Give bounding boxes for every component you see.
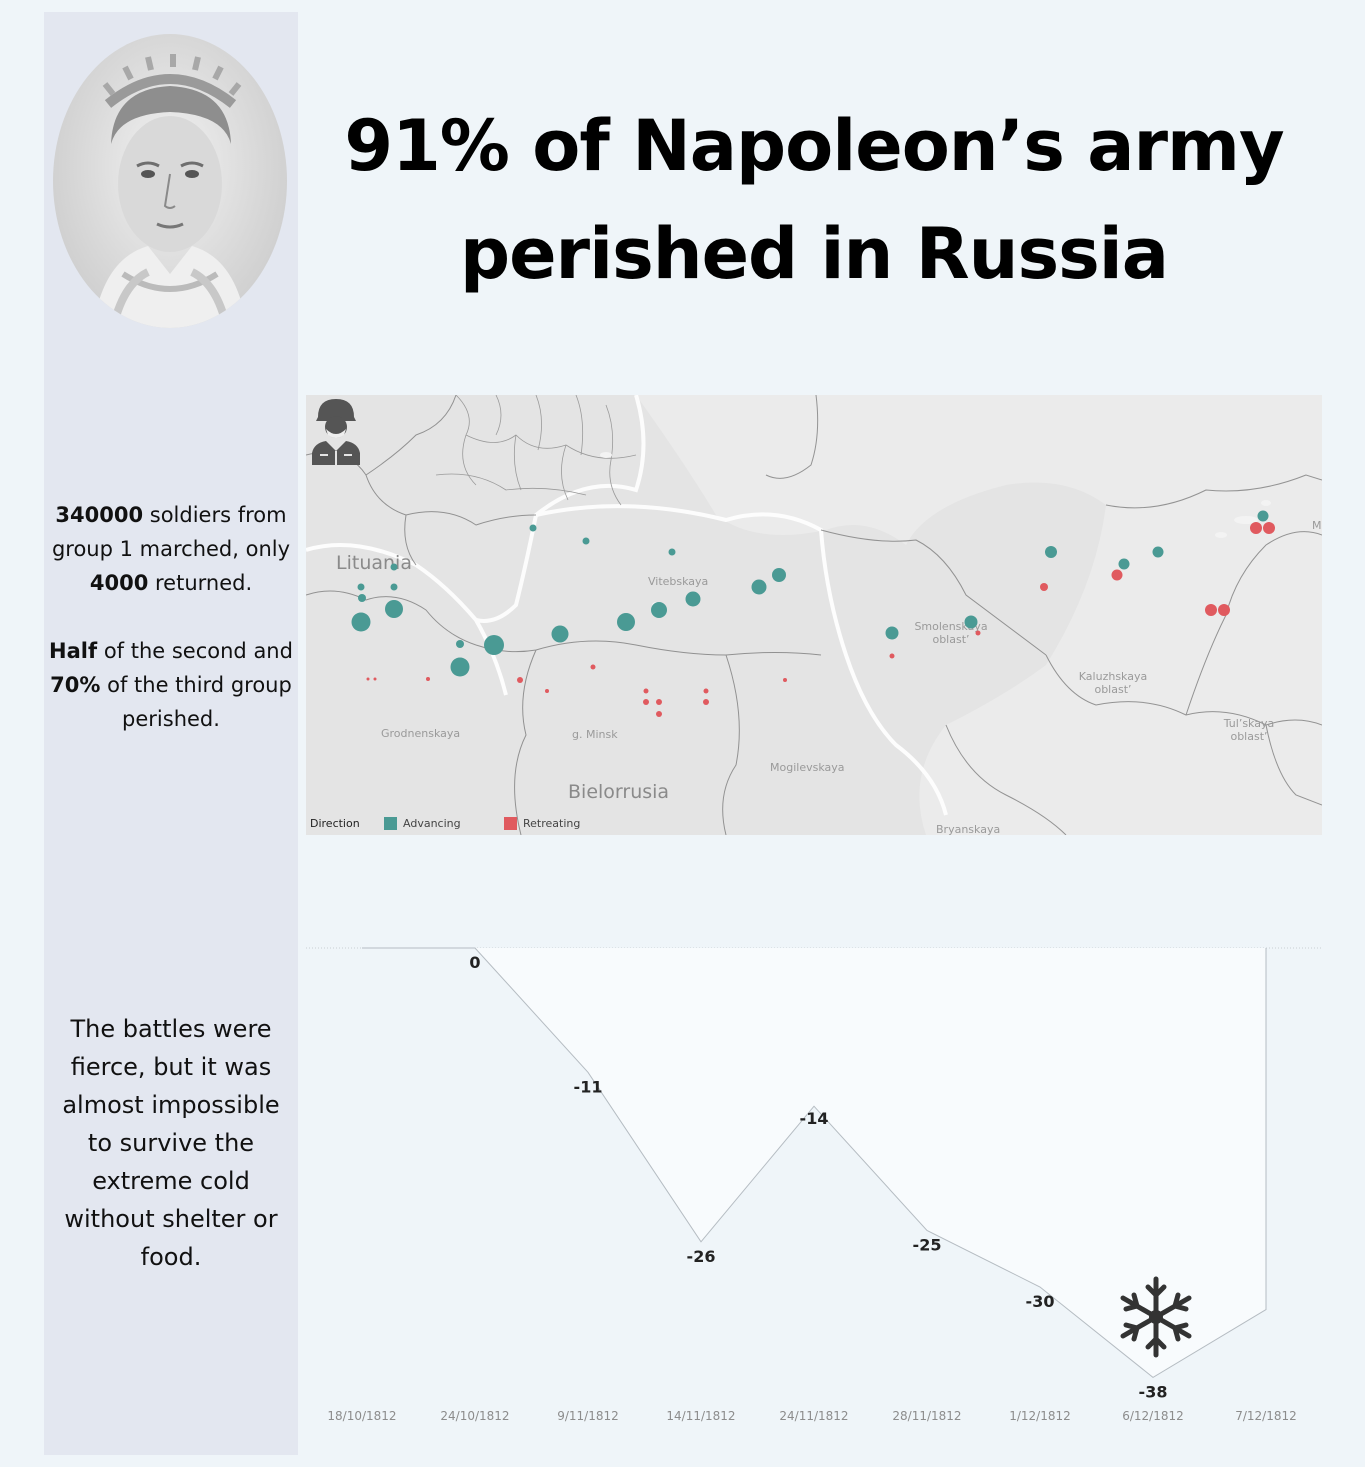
- value-label-4: -14: [800, 1109, 829, 1128]
- region-label-tulskaya: Tul’skaya oblast’: [1223, 717, 1275, 743]
- legend-swatch-advancing: [384, 817, 397, 830]
- stats-text: 340000 soldiers from group 1 marched, on…: [49, 503, 293, 731]
- retreating-point-33[interactable]: [656, 711, 662, 717]
- sidebar: 340000 soldiers from group 1 marched, on…: [44, 12, 298, 1455]
- retreating-point-31[interactable]: [643, 699, 649, 705]
- map-legend: Direction Advancing Retreating: [306, 811, 1322, 835]
- retreating-point-38[interactable]: [975, 630, 981, 636]
- soldier-icon: [312, 399, 360, 465]
- region-label-moscow-cut: M: [1312, 519, 1322, 532]
- value-label-1: 0: [469, 953, 480, 972]
- temperature-value-labels: 0 -11 -26 -14 -25 -30 -38: [469, 953, 1167, 1401]
- date-tick-4: 24/11/1812: [779, 1409, 848, 1423]
- advancing-point-20[interactable]: [1045, 546, 1057, 558]
- advancing-point-18[interactable]: [885, 626, 899, 640]
- advancing-point-6[interactable]: [358, 594, 366, 602]
- date-tick-3: 14/11/1812: [666, 1409, 735, 1423]
- value-label-7: -38: [1139, 1382, 1168, 1401]
- legend-title: Direction: [310, 817, 360, 830]
- advancing-point-23[interactable]: [1257, 510, 1269, 522]
- country-label-bielorrusia: Bielorrusia: [568, 781, 670, 803]
- retreating-point-40[interactable]: [1111, 569, 1123, 581]
- advancing-point-13[interactable]: [617, 613, 635, 631]
- advancing-point-7[interactable]: [385, 600, 403, 618]
- retreating-point-25[interactable]: [373, 677, 377, 681]
- region-label-grodnenskaya: Grodnenskaya: [381, 727, 461, 740]
- region-label-bryanskaya: Bryanskaya: [936, 823, 1001, 835]
- retreating-point-37[interactable]: [889, 653, 895, 659]
- date-tick-2: 9/11/1812: [557, 1409, 619, 1423]
- legend-item-advancing[interactable]: Advancing: [384, 817, 461, 830]
- advancing-point-15[interactable]: [685, 591, 701, 607]
- temperature-chart: 0 -11 -26 -14 -25 -30 -38 18/10/1812 24/10/1812…: [306, 947, 1322, 1423]
- retreating-point-39[interactable]: [1040, 583, 1048, 591]
- retreating-point-42[interactable]: [1218, 604, 1230, 616]
- snowflake-icon: [1120, 1276, 1192, 1358]
- region-label-vitebskaya: Vitebskaya: [648, 575, 709, 588]
- retreating-point-35[interactable]: [703, 699, 709, 705]
- advancing-point-17[interactable]: [772, 568, 786, 582]
- advancing-point-3[interactable]: [390, 563, 398, 571]
- napoleon-portrait: [53, 34, 287, 328]
- battles-text: The battles were fierce, but it was almo…: [62, 1015, 280, 1271]
- region-label-minsk: g. Minsk: [572, 728, 618, 741]
- value-label-3: -26: [687, 1247, 716, 1266]
- legend-swatch-retreating: [504, 817, 517, 830]
- advancing-point-5[interactable]: [390, 583, 398, 591]
- retreating-point-26[interactable]: [426, 677, 430, 681]
- temperature-line: [362, 947, 1267, 1379]
- map-background: [306, 395, 1322, 835]
- advancing-point-12[interactable]: [551, 625, 569, 643]
- retreating-point-28[interactable]: [545, 689, 549, 693]
- advancing-point-0[interactable]: [529, 524, 537, 532]
- legend-item-retreating[interactable]: Retreating: [504, 817, 580, 830]
- retreating-point-30[interactable]: [643, 688, 649, 694]
- retreating-point-36[interactable]: [783, 678, 787, 682]
- advancing-point-2[interactable]: [668, 548, 676, 556]
- date-tick-5: 28/11/1812: [892, 1409, 961, 1423]
- retreating-point-32[interactable]: [656, 699, 662, 705]
- date-tick-7: 6/12/1812: [1122, 1409, 1184, 1423]
- advancing-point-4[interactable]: [357, 583, 365, 591]
- retreating-point-41[interactable]: [1205, 604, 1217, 616]
- region-label-kaluzhskaya: Kaluzhskaya oblast’: [1078, 670, 1148, 696]
- advancing-point-10[interactable]: [450, 657, 470, 677]
- date-tick-1: 24/10/1812: [440, 1409, 509, 1423]
- advancing-point-11[interactable]: [484, 635, 504, 655]
- date-tick-labels: 18/10/1812 24/10/1812 9/11/1812 14/11/1812 2…: [327, 1409, 1296, 1423]
- retreating-point-24[interactable]: [366, 677, 370, 681]
- page-title: 91% of Napoleon’s army perished in Russi…: [344, 105, 1284, 295]
- advancing-point-9[interactable]: [456, 640, 464, 648]
- map-points-layer: [351, 510, 1275, 717]
- advancing-point-19[interactable]: [964, 615, 978, 629]
- value-label-2: -11: [574, 1077, 603, 1096]
- region-label-mogilevskaya: Mogilevskaya: [770, 761, 845, 774]
- advancing-point-16[interactable]: [751, 579, 767, 595]
- retreating-point-44[interactable]: [1263, 522, 1275, 534]
- value-label-5: -25: [913, 1236, 942, 1255]
- temperature-area: [362, 948, 1266, 1378]
- retreating-point-43[interactable]: [1250, 522, 1262, 534]
- advancing-point-1[interactable]: [582, 537, 590, 545]
- advancing-point-21[interactable]: [1118, 558, 1130, 570]
- advancing-point-14[interactable]: [651, 602, 667, 618]
- retreating-point-27[interactable]: [517, 677, 523, 683]
- date-tick-6: 1/12/1812: [1009, 1409, 1071, 1423]
- date-tick-8: 7/12/1812: [1235, 1409, 1297, 1423]
- date-tick-0: 18/10/1812: [327, 1409, 396, 1423]
- value-label-6: -30: [1026, 1292, 1055, 1311]
- troop-map: Lituania Bielorrusia Vitebskaya Smolensk…: [306, 395, 1322, 835]
- retreating-point-29[interactable]: [590, 664, 596, 670]
- retreating-point-34[interactable]: [703, 688, 709, 694]
- advancing-point-8[interactable]: [351, 612, 371, 632]
- advancing-point-22[interactable]: [1152, 546, 1164, 558]
